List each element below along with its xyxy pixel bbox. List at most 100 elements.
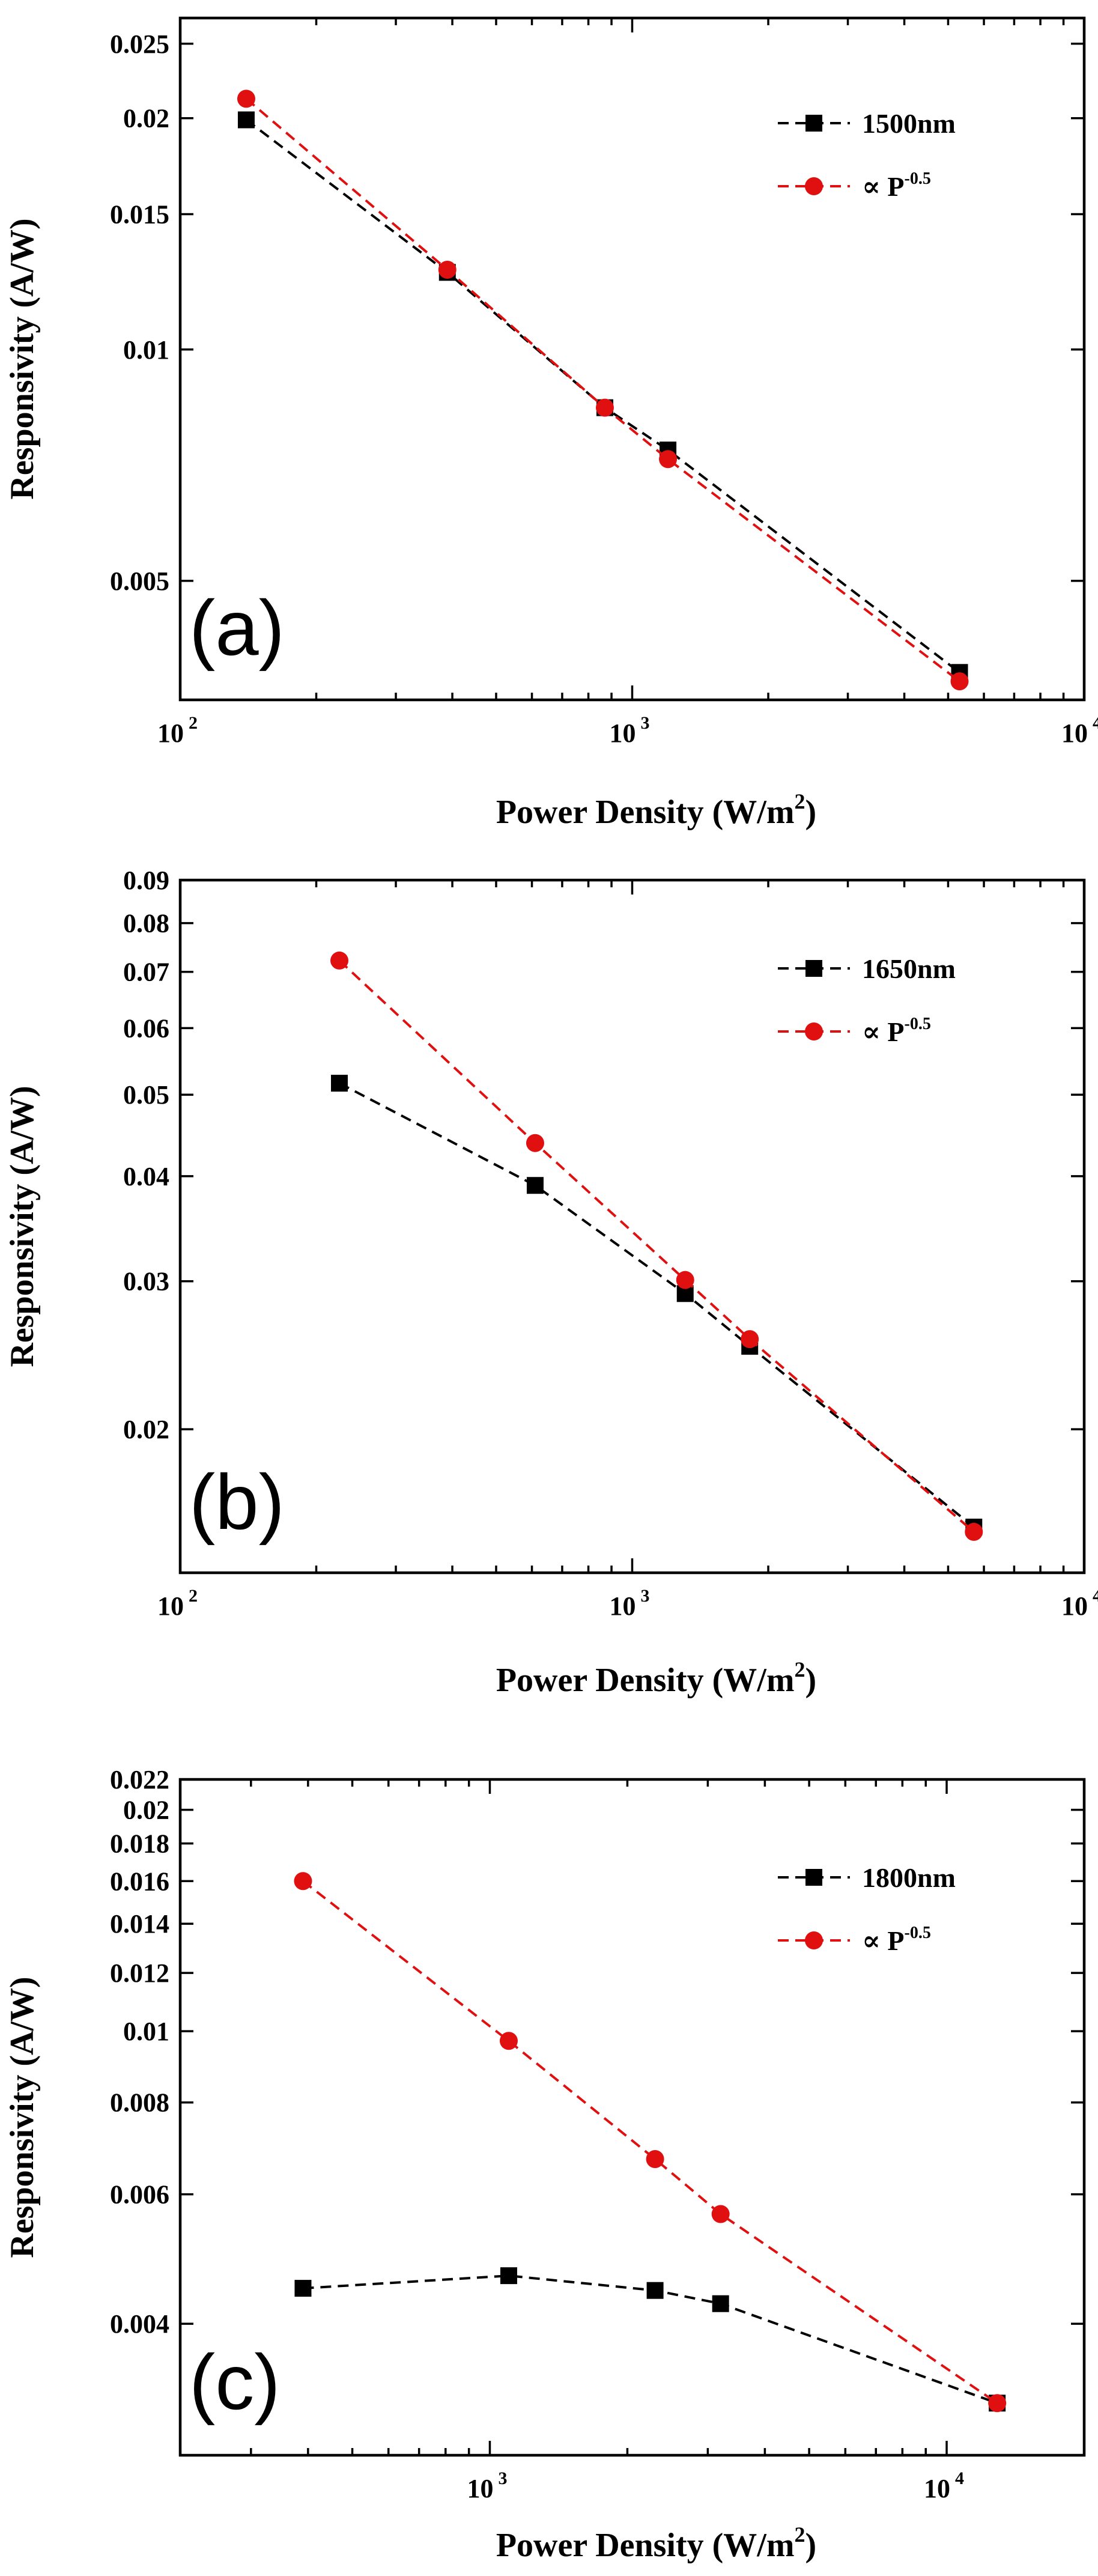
series-line: [339, 1082, 975, 1528]
legend-entry: ∝ P-0.5: [778, 1924, 931, 1956]
legend-label: 1800nm: [862, 1862, 956, 1893]
x-tick-label: 10: [157, 1591, 184, 1621]
y-tick-label: 0.018: [110, 1829, 169, 1859]
y-tick-label: 0.09: [123, 866, 169, 895]
x-axis-title: Power Density (W/m2): [496, 2523, 816, 2564]
legend-marker-circle: [805, 177, 823, 195]
x-tick-exponent: 4: [1093, 713, 1098, 733]
y-tick-label: 0.06: [123, 1013, 169, 1043]
y-axis-title: Responsivity (A/W): [4, 218, 41, 499]
legend-marker-circle: [805, 1022, 823, 1040]
legend-entry: 1650nm: [778, 953, 956, 984]
y-tick-label: 0.02: [123, 104, 169, 133]
data-point-circle: [595, 398, 614, 417]
x-axis-title: Power Density (W/m2): [496, 1657, 816, 1699]
y-tick-label: 0.014: [110, 1909, 169, 1939]
data-point-square: [237, 111, 255, 129]
x-tick-label: 10: [610, 1591, 636, 1621]
legend-entry: ∝ P-0.5: [778, 169, 931, 202]
legend-entry: ∝ P-0.5: [778, 1015, 931, 1047]
y-tick-label: 0.016: [110, 1867, 169, 1896]
y-tick-label: 0.01: [123, 335, 169, 365]
y-tick-label: 0.015: [110, 200, 169, 229]
data-point-square: [500, 2267, 517, 2285]
x-tick-label: 10: [157, 718, 184, 748]
x-tick-label: 10: [1061, 718, 1088, 748]
y-tick-label: 0.04: [123, 1162, 169, 1191]
y-tick-label: 0.07: [123, 958, 169, 987]
series-measured: [294, 2267, 1006, 2412]
data-point-circle: [499, 2032, 518, 2050]
data-point-circle: [988, 2394, 1007, 2413]
legend-label: ∝ P-0.5: [862, 1015, 931, 1047]
plot-frame: [178, 1778, 1086, 2457]
legend-entry: 1800nm: [778, 1862, 956, 1893]
data-point-circle: [330, 951, 349, 970]
series-fit: [294, 1872, 1007, 2413]
legend-label: ∝ P-0.5: [862, 169, 931, 202]
y-axis-title: Responsivity (A/W): [4, 1976, 41, 2258]
y-axis-title: Responsivity (A/W): [4, 1086, 41, 1367]
legend-marker-circle: [805, 1931, 823, 1949]
legend-label: ∝ P-0.5: [862, 1924, 931, 1956]
x-tick-exponent: 3: [641, 713, 650, 733]
data-point-circle: [711, 2205, 730, 2223]
y-tick-label: 0.008: [110, 2088, 169, 2118]
series-measured: [237, 111, 968, 681]
x-tick-label: 10: [610, 718, 636, 748]
series-fit: [237, 90, 969, 691]
panel-label: (c): [189, 2338, 281, 2426]
x-tick-label: 10: [467, 2474, 493, 2503]
data-point-square: [294, 2280, 312, 2297]
y-tick-label: 0.01: [123, 2017, 169, 2046]
y-tick-label: 0.08: [123, 909, 169, 938]
y-tick-label: 0.02: [123, 1796, 169, 1825]
series-line: [302, 1880, 998, 2404]
x-tick-exponent: 3: [498, 2468, 507, 2488]
x-axis-title: Power Density (W/m2): [496, 789, 816, 831]
data-point-square: [712, 2295, 729, 2312]
legend-label: 1500nm: [862, 108, 956, 139]
y-tick-label: 0.02: [123, 1415, 169, 1444]
data-point-circle: [438, 261, 456, 279]
x-tick-exponent: 3: [641, 1586, 650, 1606]
series-fit: [330, 951, 983, 1541]
panel-label: (a): [189, 584, 285, 672]
x-tick-label: 10: [924, 2474, 950, 2503]
legend-marker-square: [805, 115, 822, 132]
data-point-circle: [965, 1522, 983, 1541]
legend-marker-square: [805, 1869, 822, 1886]
data-point-circle: [294, 1872, 312, 1891]
data-point-circle: [526, 1134, 544, 1152]
y-tick-label: 0.004: [110, 2309, 169, 2339]
data-point-circle: [659, 450, 678, 469]
y-tick-label: 0.012: [110, 1958, 169, 1988]
series-line: [245, 118, 960, 673]
y-tick-label: 0.022: [110, 1765, 169, 1794]
x-tick-exponent: 2: [189, 713, 198, 733]
data-point-square: [646, 2282, 664, 2299]
y-tick-label: 0.025: [110, 29, 169, 59]
data-point-circle: [237, 90, 255, 108]
data-point-circle: [741, 1330, 759, 1349]
data-point-circle: [950, 672, 969, 691]
legend-entry: 1500nm: [778, 108, 956, 139]
y-tick-label: 0.03: [123, 1267, 169, 1296]
y-tick-label: 0.05: [123, 1080, 169, 1110]
series-measured: [331, 1075, 983, 1536]
series-line: [245, 97, 960, 682]
x-tick-exponent: 4: [955, 2468, 964, 2488]
data-point-square: [331, 1075, 348, 1092]
x-tick-label: 10: [1061, 1591, 1088, 1621]
panel-label: (b): [189, 1458, 285, 1546]
y-tick-label: 0.006: [110, 2180, 169, 2210]
legend-marker-square: [805, 960, 822, 977]
x-tick-exponent: 2: [189, 1586, 198, 1606]
y-tick-label: 0.005: [110, 567, 169, 596]
x-tick-exponent: 4: [1093, 1586, 1098, 1606]
data-point-circle: [676, 1271, 694, 1289]
